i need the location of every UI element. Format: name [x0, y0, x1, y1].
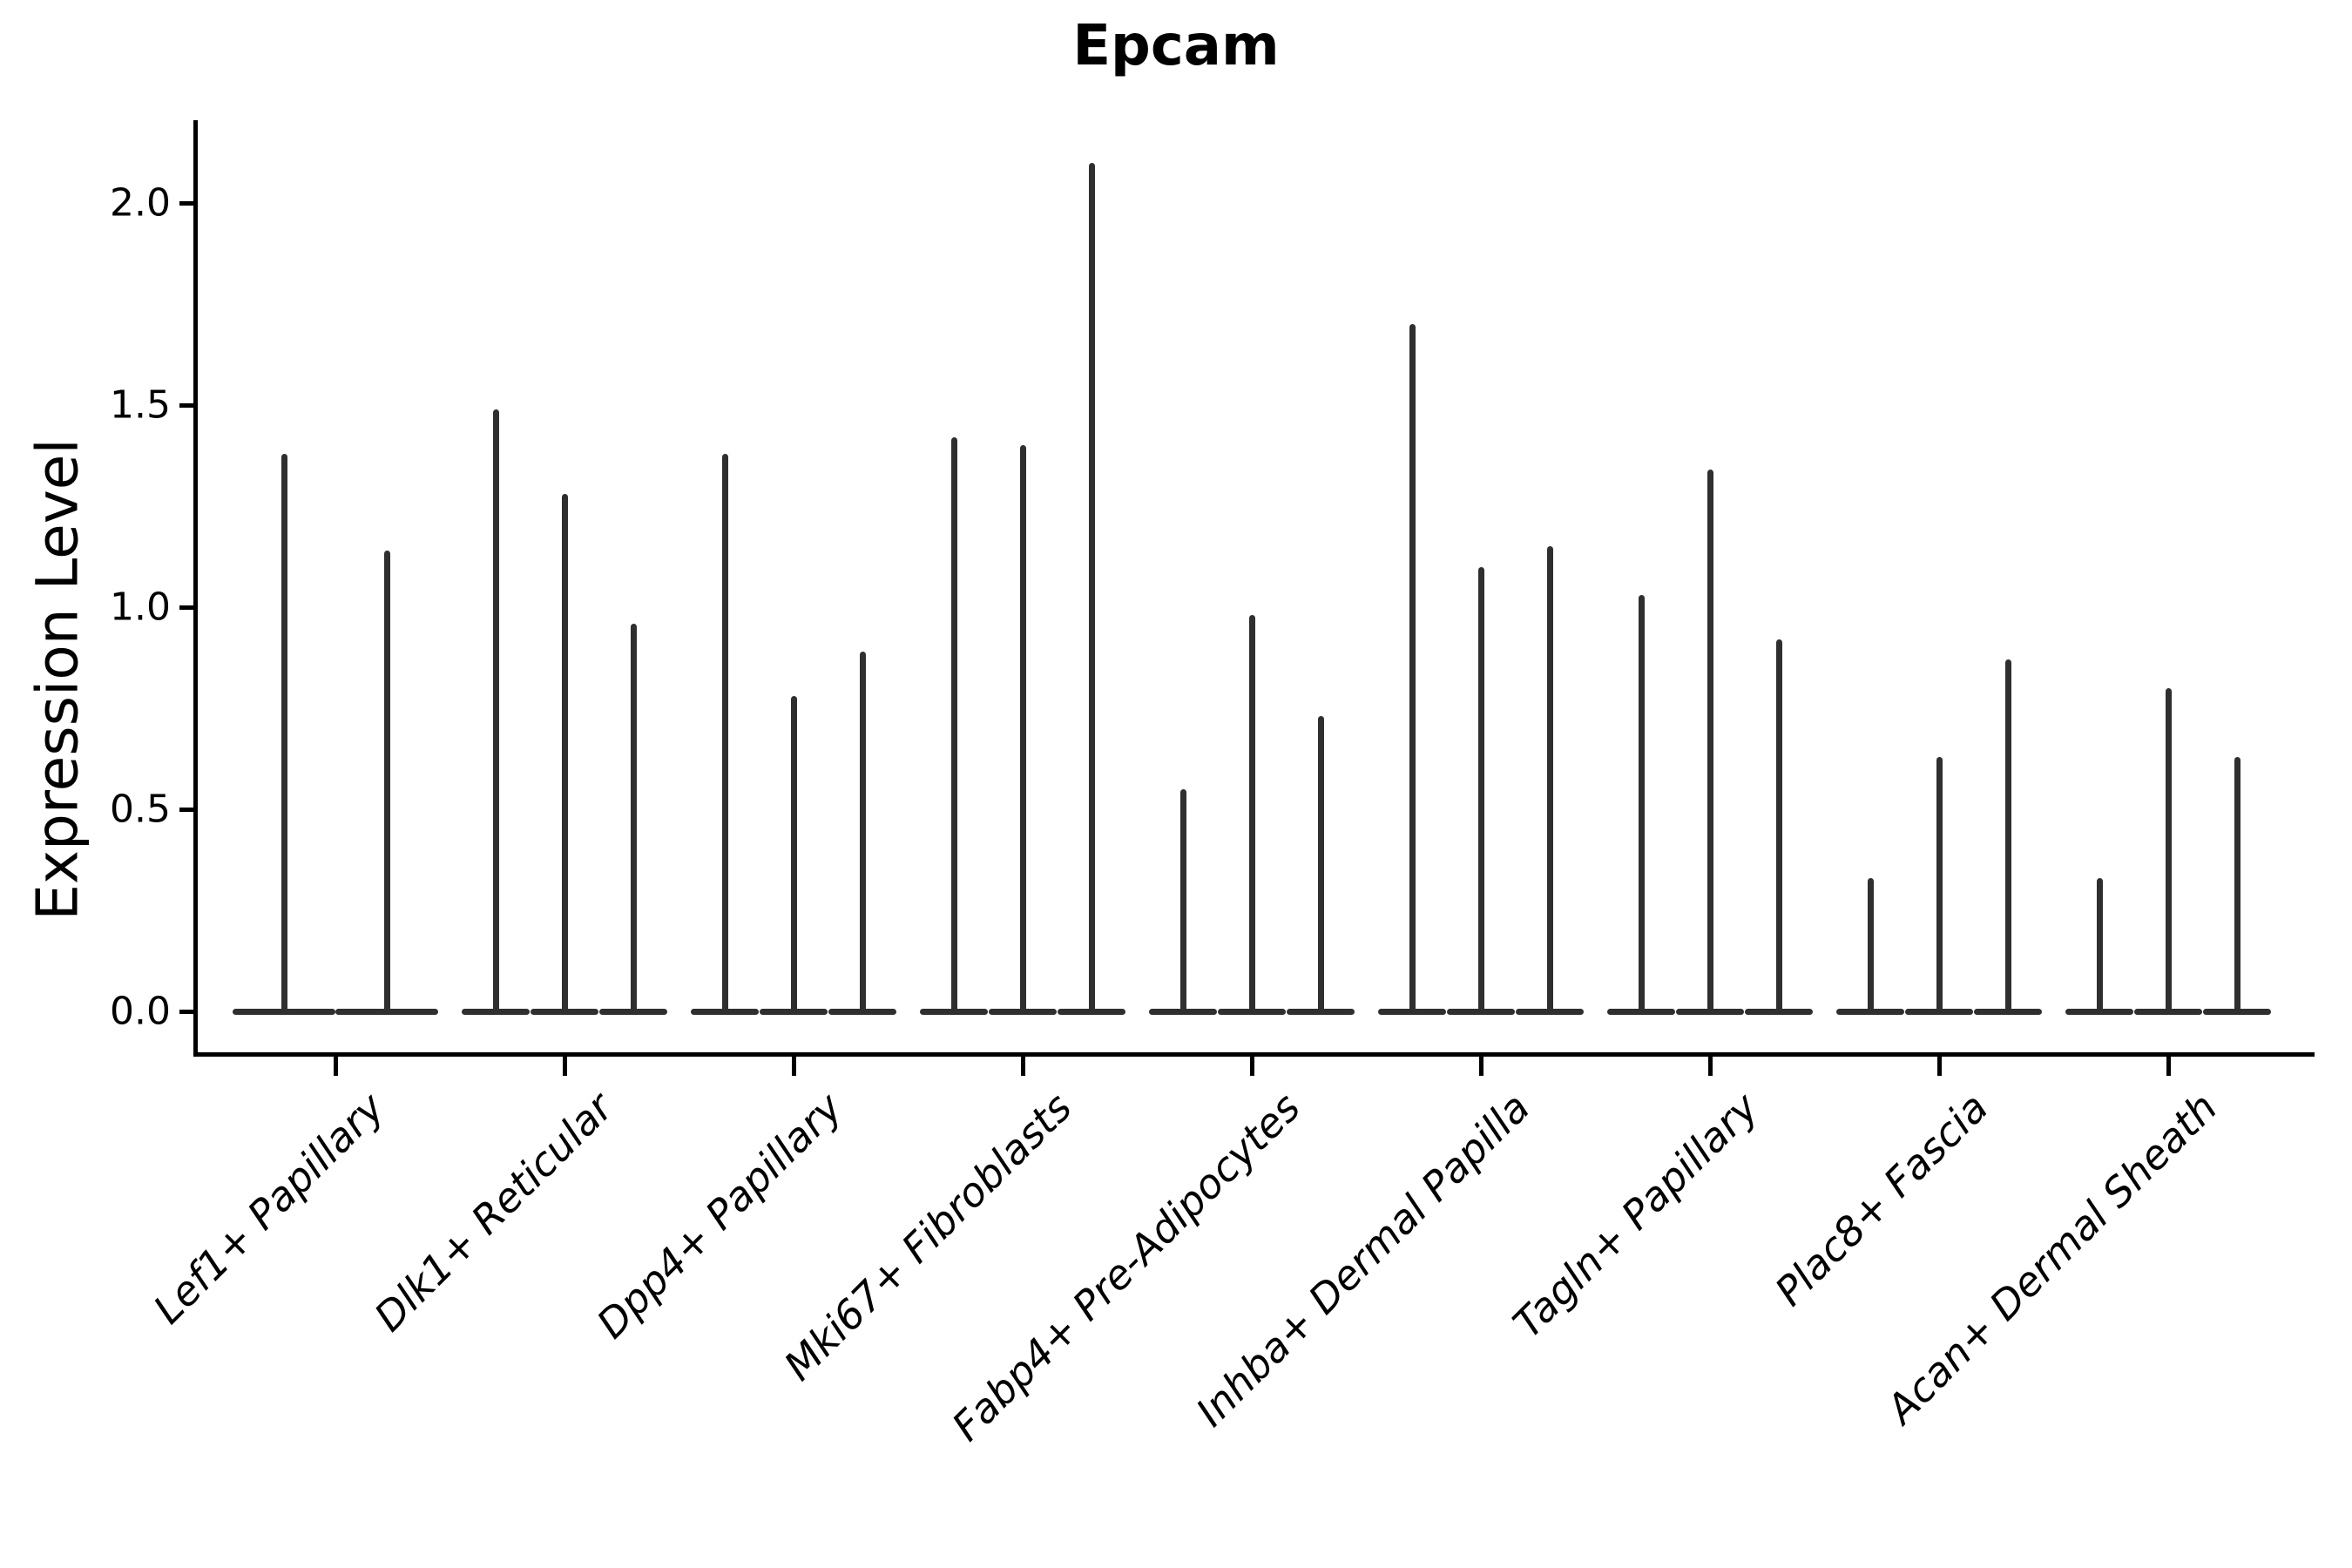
violin-base: [2203, 1008, 2271, 1015]
x-tick: [1707, 1057, 1713, 1076]
violin-base: [599, 1008, 667, 1015]
violin-base: [1058, 1008, 1125, 1015]
y-tick-label: 2.0: [110, 180, 171, 226]
violin-spike: [859, 652, 866, 1011]
y-tick: [179, 807, 193, 812]
violin-base: [462, 1008, 530, 1015]
y-tick-label: 1.5: [110, 382, 171, 428]
violin-base: [828, 1008, 896, 1015]
violin-base: [1149, 1008, 1217, 1015]
violin-base: [1218, 1008, 1286, 1015]
violin-base: [691, 1008, 759, 1015]
violin-spike: [383, 551, 390, 1011]
violin-base: [1516, 1008, 1584, 1015]
violin-spike: [2004, 659, 2011, 1011]
violin-base: [1378, 1008, 1446, 1015]
violin-base: [1974, 1008, 2042, 1015]
y-tick-label: 0.5: [110, 787, 171, 832]
violin-base: [1676, 1008, 1744, 1015]
violin-spike: [1775, 639, 1782, 1011]
violin-spike: [2096, 877, 2103, 1011]
x-tick-label: Dpp4+ Papillary: [587, 1084, 852, 1348]
y-tick-label: 0.0: [110, 989, 171, 1034]
violin-spike: [280, 453, 287, 1011]
x-tick: [1478, 1057, 1484, 1076]
violin-spike: [1707, 470, 1713, 1011]
y-tick: [179, 402, 193, 408]
x-tick: [2166, 1057, 2171, 1076]
violin-base: [1607, 1008, 1675, 1015]
x-axis-spine: [193, 1052, 2315, 1057]
violin-base: [2065, 1008, 2133, 1015]
y-axis-label: Expression Level: [24, 438, 91, 921]
y-axis-spine: [193, 120, 198, 1057]
y-tick: [179, 1009, 193, 1014]
violin-base: [760, 1008, 828, 1015]
violin-spike: [2165, 687, 2172, 1011]
violin-spike: [1638, 595, 1645, 1011]
violin-spike: [1248, 615, 1255, 1011]
x-tick-label: Lef1+ Papillary: [144, 1084, 394, 1333]
violin-spike: [1409, 324, 1416, 1011]
violin-spike: [1088, 162, 1095, 1011]
violin-base: [531, 1008, 598, 1015]
violin-base: [335, 1008, 438, 1015]
violin-spike: [492, 409, 499, 1011]
x-tick: [1936, 1057, 1942, 1076]
violin-spike: [790, 696, 797, 1011]
violin-base: [1447, 1008, 1515, 1015]
violin-base: [2134, 1008, 2202, 1015]
violin-spike: [1936, 756, 1943, 1011]
y-tick: [179, 605, 193, 610]
y-tick: [179, 200, 193, 206]
x-tick-label: Tagln+ Papillary: [1504, 1084, 1768, 1348]
chart-title: Epcam: [1072, 14, 1280, 78]
violin-base: [1836, 1008, 1904, 1015]
y-tick-label: 1.0: [110, 585, 171, 630]
x-tick-label: Plac8+ Fascia: [1765, 1084, 1997, 1315]
violin-base: [989, 1008, 1057, 1015]
violin-spike: [1317, 716, 1324, 1011]
violin-spike: [1179, 788, 1186, 1011]
x-tick: [562, 1057, 567, 1076]
violin-base: [233, 1008, 335, 1015]
violin-base: [1287, 1008, 1355, 1015]
x-tick: [1020, 1057, 1025, 1076]
violin-spike: [1019, 445, 1026, 1011]
x-tick: [791, 1057, 796, 1076]
violin-spike: [561, 494, 568, 1011]
violin-base: [1905, 1008, 1973, 1015]
violin-base: [1745, 1008, 1813, 1015]
violin-spike: [1546, 546, 1553, 1011]
violin-spike: [950, 437, 957, 1011]
violin-spike: [721, 453, 728, 1011]
x-tick-label: Dlk1+ Reticular: [365, 1084, 623, 1341]
violin-base: [920, 1008, 988, 1015]
x-tick: [1249, 1057, 1254, 1076]
x-tick: [333, 1057, 338, 1076]
violin-spike: [1867, 877, 1874, 1011]
violin-spike: [1477, 566, 1484, 1011]
violin-spike: [630, 623, 637, 1011]
violin-spike: [2234, 756, 2240, 1011]
